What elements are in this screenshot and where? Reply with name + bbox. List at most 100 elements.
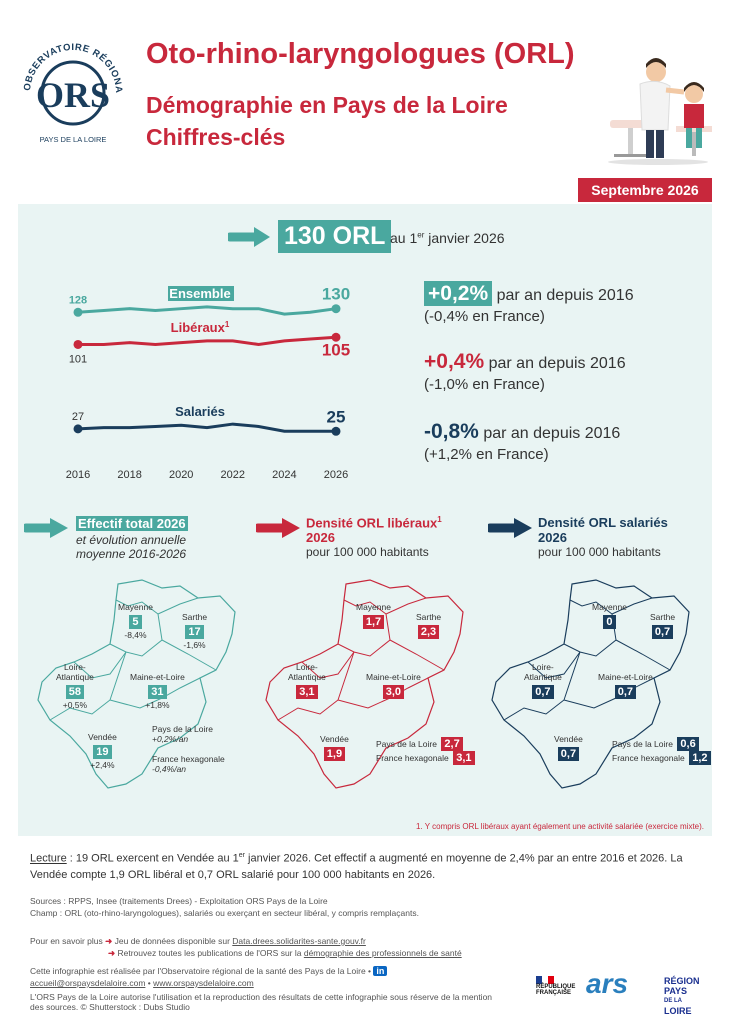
arrow-right-icon: ➜ <box>105 936 115 946</box>
map-liberaux-loire-atlantique: Loire- Atlantique 3,1 <box>288 662 326 699</box>
email-link[interactable]: accueil@orspaysdelaloire.com <box>30 978 146 988</box>
ars-logo: ars <box>586 968 629 999</box>
stat-liberaux-france: (-1,0% en France) <box>424 376 545 393</box>
map-liberaux-mayenne: Mayenne 1,7 <box>356 602 391 629</box>
arrow-right-icon <box>256 518 300 538</box>
map-salaries-year: 2026 <box>538 530 567 545</box>
series-point-2-end <box>331 426 341 436</box>
arrow-right-icon <box>24 518 68 538</box>
stat-liberaux: +0,4% par an depuis 2016 (-1,0% en Franc… <box>424 350 626 393</box>
publications-link[interactable]: démographie des professionnels de santé <box>303 948 462 958</box>
department-border <box>611 597 653 615</box>
series-label-0-end: 130 <box>322 285 350 304</box>
department-border <box>301 651 355 679</box>
stat-salaries-france: (+1,2% en France) <box>424 446 549 463</box>
map-liberaux-france: France hexagonale 3,1 <box>376 748 475 766</box>
series-point-1-end <box>331 332 341 342</box>
stat-salaries-value: -0,8% <box>424 420 479 443</box>
page-title: Oto-rhino-laryngologues (ORL) <box>146 38 575 70</box>
map-salaries-france: France hexagonale 1,2 <box>612 748 711 766</box>
map-total-sarthe: Sarthe 17 -1,6% <box>182 612 208 650</box>
series-label-2-start: 27 <box>72 411 84 423</box>
stat-liberaux-value: +0,4% <box>424 350 485 373</box>
map-total-vendee: Vendée 19 +2,4% <box>88 732 117 770</box>
map-total-france: France hexagonale -0,4%/an <box>152 754 225 774</box>
map-salaries-subtitle: pour 100 000 habitants <box>538 545 661 559</box>
headline-date: au 1er janvier 2026 <box>390 230 505 246</box>
map-salaries-sarthe: Sarthe 0,7 <box>650 612 676 639</box>
org-region: PAYS DE LA LOIRE <box>40 135 107 144</box>
map-total-mayenne: Mayenne 5 -8,4% <box>118 602 153 640</box>
series-label-2-end: 25 <box>327 407 346 426</box>
map-liberaux-header: Densité ORL libéraux1 2026 pour 100 000 … <box>306 515 486 559</box>
map-total-region: Pays de la Loire +0,2%/an <box>152 724 213 744</box>
series-point-0-end <box>331 304 341 314</box>
arrow-right-icon: ➜ <box>108 948 118 958</box>
map-salaries-title: Densité ORL salariés <box>538 515 668 530</box>
map-liberaux-sarthe: Sarthe 2,3 <box>416 612 442 639</box>
logo-letters: ORS <box>36 75 110 115</box>
linkedin-icon[interactable]: in <box>373 966 388 976</box>
footnote: 1. Y compris ORL libéraux ayant égalemen… <box>416 822 704 831</box>
map-salaries-header: Densité ORL salariés 2026 pour 100 000 h… <box>538 515 708 559</box>
stat-salaries-text: par an depuis 2016 <box>483 425 621 442</box>
department-border <box>109 599 163 657</box>
stat-liberaux-text: par an depuis 2016 <box>488 355 626 372</box>
republique-francaise-logo: RÉPUBLIQUE FRANÇAISE <box>536 976 575 996</box>
made-by: Cette infographie est réalisée par l'Obs… <box>30 966 388 976</box>
trend-chart: 128 130 Ensemble 101 105 Libéraux1 27 25 Salarié… <box>66 285 350 481</box>
map-total-loire-atlantique: Loire- Atlantique 58 +0,5% <box>56 662 94 710</box>
x-tick-label: 2022 <box>221 469 245 481</box>
arrow-right-icon <box>228 227 270 247</box>
department-border <box>157 597 199 615</box>
department-border <box>385 597 427 615</box>
series-line-1 <box>78 335 337 346</box>
series-point-0-start <box>73 307 83 317</box>
department-border <box>389 639 445 671</box>
department-border <box>527 651 581 679</box>
sources-line: Sources : RPPS, Insee (traitements Drees… <box>30 896 328 906</box>
department-border <box>337 599 391 657</box>
website-link[interactable]: www.orspaysdelaloire.com <box>153 978 254 988</box>
stat-ensemble-france: (-0,4% en France) <box>424 308 545 325</box>
x-tick-label: 2024 <box>272 469 296 481</box>
lecture-note: Lecture : 19 ORL exercent en Vendée au 1… <box>30 852 683 881</box>
arrow-right-icon <box>488 518 532 538</box>
ors-logo: OBSERVATOIRE RÉGIONAL DE LA SANTÉ ORS PA… <box>18 38 124 144</box>
map-total-subtitle2: moyenne 2016-2026 <box>76 547 187 561</box>
series-name-0: Ensemble <box>169 286 230 301</box>
x-tick-label: 2026 <box>324 469 348 481</box>
map-total-outline <box>37 579 236 789</box>
map-total-header: Effectif total 2026 et évolution annuell… <box>76 515 226 561</box>
x-tick-label: 2020 <box>169 469 193 481</box>
map-total-maine-et-loire: Maine-et-Loire 31 +1,8% <box>130 672 185 710</box>
series-label-1-end: 105 <box>322 340 350 359</box>
stat-ensemble-text: par an depuis 2016 <box>496 287 634 304</box>
map-total-title: Effectif total 2026 <box>76 516 188 531</box>
stat-ensemble: +0,2% par an depuis 2016 (-0,4% en Franc… <box>424 281 634 325</box>
series-label-1-start: 101 <box>69 353 87 365</box>
page-subtitle-2: Chiffres-clés <box>146 124 286 150</box>
department-border <box>161 639 217 671</box>
region-pays-de-la-loire-logo: RÉGION PAYS DE LA LOIRE <box>664 976 700 1016</box>
series-name-2: Salariés <box>175 404 225 419</box>
page-subtitle: Démographie en Pays de la Loire <box>146 92 508 118</box>
series-name-bg-0 <box>168 286 234 301</box>
map-salaries-region: Pays de la Loire 0,6 <box>612 734 699 752</box>
map-salaries-vendee: Vendée 0,7 <box>554 734 583 761</box>
contact-row: accueil@orspaysdelaloire.com • www.orspa… <box>30 978 254 988</box>
map-salaries-loire-atlantique: Loire- Atlantique 0,7 <box>524 662 562 699</box>
map-salaries-mayenne: Mayenne 0 <box>592 602 627 629</box>
headline-value: 130 ORL <box>278 220 392 253</box>
map-liberaux-subtitle: pour 100 000 habitants <box>306 545 429 560</box>
doctor-illustration <box>608 58 712 165</box>
map-liberaux-year: 2026 <box>306 530 335 546</box>
department-border <box>73 651 127 679</box>
map-salaries-maine-et-loire: Maine-et-Loire 0,7 <box>598 672 653 699</box>
rights-text: L'ORS Pays de la Loire autorise l'utilis… <box>30 992 493 1012</box>
stat-salaries: -0,8% par an depuis 2016 (+1,2% en Franc… <box>424 420 620 463</box>
data-drees-link[interactable]: Data.drees.solidarites-sante.gouv.fr <box>232 936 366 946</box>
series-point-1-start <box>73 339 83 349</box>
more-info-row: Pour en savoir plus ➜ Jeu de données dis… <box>30 936 366 946</box>
date-badge: Septembre 2026 <box>578 178 712 202</box>
